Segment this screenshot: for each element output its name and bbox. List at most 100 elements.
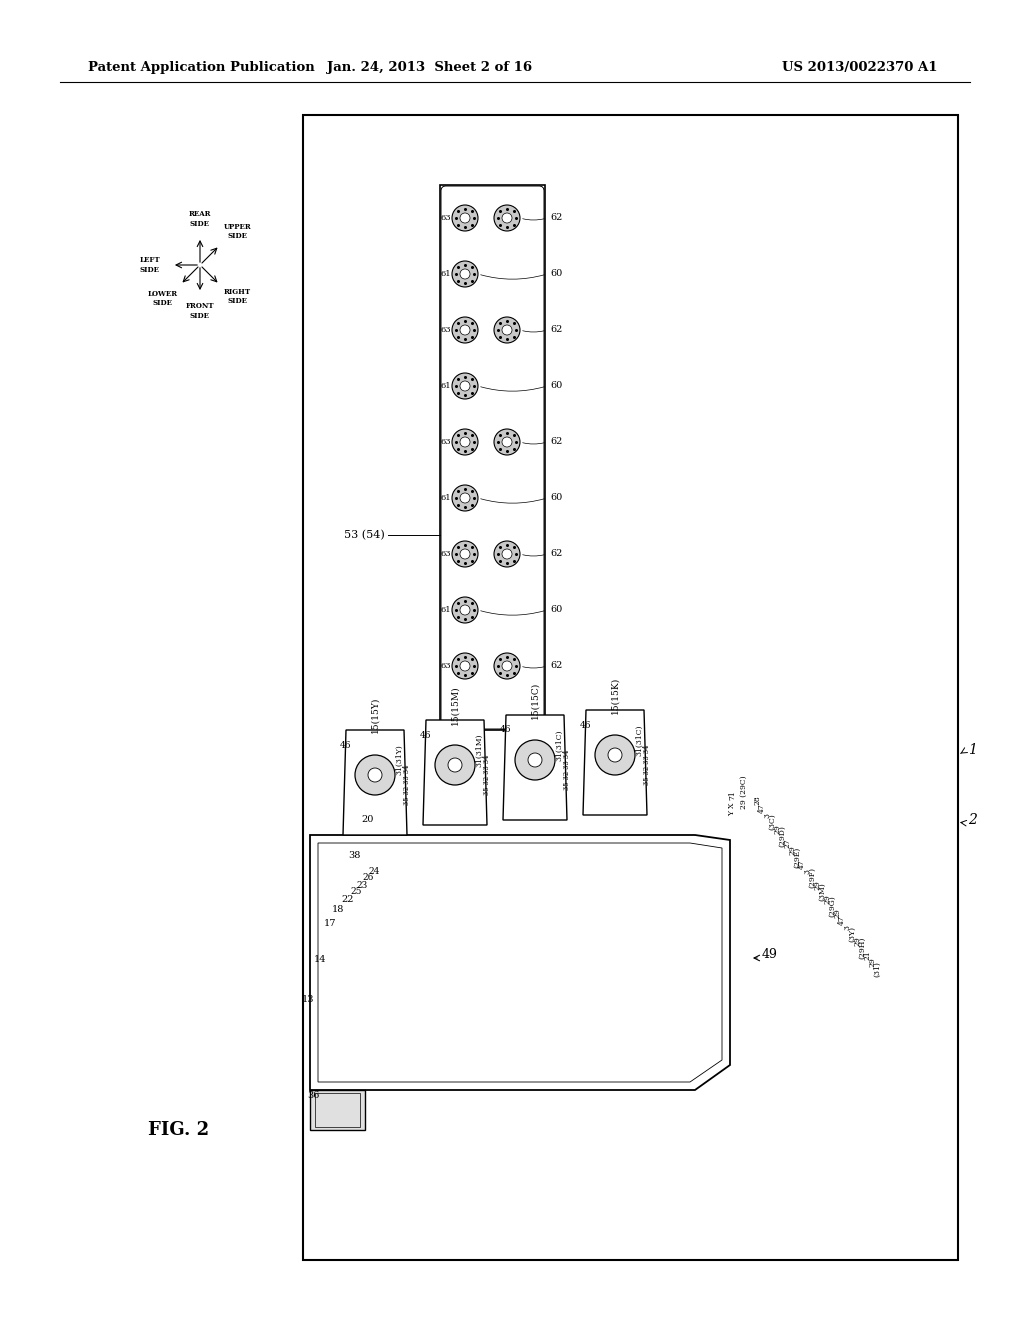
Text: 63: 63 bbox=[440, 438, 451, 446]
Text: 62: 62 bbox=[550, 549, 562, 558]
Text: 29: 29 bbox=[823, 894, 831, 904]
Text: 26: 26 bbox=[362, 874, 374, 883]
Text: Jan. 24, 2013  Sheet 2 of 16: Jan. 24, 2013 Sheet 2 of 16 bbox=[328, 62, 532, 74]
Polygon shape bbox=[503, 715, 567, 820]
Circle shape bbox=[494, 653, 520, 678]
Text: 60: 60 bbox=[550, 494, 562, 503]
Text: 61: 61 bbox=[440, 494, 451, 502]
Text: 29: 29 bbox=[853, 936, 861, 946]
Text: (29G): (29G) bbox=[828, 895, 836, 917]
Text: 3: 3 bbox=[803, 869, 811, 874]
Text: 15(15M): 15(15M) bbox=[451, 685, 460, 725]
Polygon shape bbox=[343, 730, 407, 836]
Text: 31(31M): 31(31M) bbox=[475, 733, 483, 767]
Text: 15(15Y): 15(15Y) bbox=[371, 697, 380, 733]
Text: 36: 36 bbox=[307, 1090, 319, 1100]
Text: 29 (29C): 29 (29C) bbox=[740, 775, 748, 809]
Text: 31(31C): 31(31C) bbox=[635, 725, 643, 756]
Text: 47: 47 bbox=[838, 915, 846, 925]
Text: 22: 22 bbox=[342, 895, 354, 904]
Text: 17: 17 bbox=[324, 919, 336, 928]
Text: (3C): (3C) bbox=[768, 813, 776, 830]
Text: 61: 61 bbox=[440, 381, 451, 389]
Polygon shape bbox=[423, 719, 487, 825]
Text: 2: 2 bbox=[968, 813, 977, 828]
Circle shape bbox=[494, 541, 520, 568]
Text: UPPER
SIDE: UPPER SIDE bbox=[223, 223, 252, 240]
Text: 27: 27 bbox=[783, 838, 791, 847]
Text: 38: 38 bbox=[348, 850, 360, 859]
Circle shape bbox=[460, 381, 470, 391]
Text: 60: 60 bbox=[550, 269, 562, 279]
Polygon shape bbox=[440, 185, 545, 730]
Text: 47: 47 bbox=[758, 803, 766, 813]
Circle shape bbox=[502, 325, 512, 335]
Text: 63: 63 bbox=[440, 326, 451, 334]
Polygon shape bbox=[310, 1090, 365, 1130]
Text: 13: 13 bbox=[302, 995, 314, 1005]
Circle shape bbox=[460, 549, 470, 558]
Text: 53 (54): 53 (54) bbox=[344, 529, 385, 540]
Circle shape bbox=[452, 597, 478, 623]
Text: 28: 28 bbox=[753, 795, 761, 805]
Text: 3: 3 bbox=[763, 813, 771, 817]
Text: (31): (31) bbox=[873, 961, 881, 977]
Text: 35 32 33 34: 35 32 33 34 bbox=[563, 750, 571, 791]
Text: US 2013/0022370 A1: US 2013/0022370 A1 bbox=[782, 62, 938, 74]
Text: 25: 25 bbox=[350, 887, 361, 896]
Polygon shape bbox=[583, 710, 647, 814]
Text: (29D): (29D) bbox=[778, 825, 786, 847]
Circle shape bbox=[460, 437, 470, 447]
Circle shape bbox=[502, 437, 512, 447]
Circle shape bbox=[460, 492, 470, 503]
Circle shape bbox=[452, 484, 478, 511]
Text: 61: 61 bbox=[440, 606, 451, 614]
Text: 62: 62 bbox=[550, 326, 562, 334]
Text: 31(31C): 31(31C) bbox=[555, 729, 563, 760]
Text: 29: 29 bbox=[773, 824, 781, 834]
Text: 29: 29 bbox=[868, 957, 876, 966]
Circle shape bbox=[452, 205, 478, 231]
Circle shape bbox=[515, 741, 555, 780]
Text: 46: 46 bbox=[580, 721, 591, 730]
Text: 61: 61 bbox=[440, 271, 451, 279]
Text: REAR
SIDE: REAR SIDE bbox=[188, 210, 211, 227]
Circle shape bbox=[460, 661, 470, 671]
Circle shape bbox=[452, 541, 478, 568]
Text: 60: 60 bbox=[550, 381, 562, 391]
Circle shape bbox=[460, 325, 470, 335]
Circle shape bbox=[368, 768, 382, 781]
Circle shape bbox=[435, 744, 475, 785]
Text: 15(15C): 15(15C) bbox=[530, 681, 540, 718]
Circle shape bbox=[460, 213, 470, 223]
Text: FRONT
SIDE: FRONT SIDE bbox=[185, 302, 214, 319]
Text: 1: 1 bbox=[968, 743, 977, 756]
Text: 47: 47 bbox=[798, 859, 806, 869]
Text: (3Y): (3Y) bbox=[848, 927, 856, 942]
Text: (29E): (29E) bbox=[793, 846, 801, 867]
Text: Patent Application Publication: Patent Application Publication bbox=[88, 62, 314, 74]
Circle shape bbox=[452, 653, 478, 678]
Circle shape bbox=[449, 758, 462, 772]
Text: (3M): (3M) bbox=[818, 883, 826, 902]
Polygon shape bbox=[310, 836, 730, 1090]
Circle shape bbox=[608, 748, 622, 762]
Text: FIG. 2: FIG. 2 bbox=[148, 1121, 209, 1139]
Text: (29H): (29H) bbox=[858, 937, 866, 960]
Circle shape bbox=[355, 755, 395, 795]
Text: 49: 49 bbox=[762, 949, 778, 961]
Text: 18: 18 bbox=[332, 906, 344, 915]
Circle shape bbox=[494, 429, 520, 455]
Text: 20: 20 bbox=[361, 816, 374, 825]
Circle shape bbox=[452, 374, 478, 399]
Text: 24: 24 bbox=[369, 866, 380, 875]
Circle shape bbox=[460, 605, 470, 615]
Text: RIGHT
SIDE: RIGHT SIDE bbox=[224, 288, 251, 305]
Text: 29: 29 bbox=[833, 908, 841, 917]
Text: 31(31Y): 31(31Y) bbox=[395, 744, 403, 775]
Text: 35 32 33 34: 35 32 33 34 bbox=[643, 744, 651, 785]
Text: X: X bbox=[728, 803, 736, 808]
Text: 29: 29 bbox=[788, 845, 796, 855]
Text: 15(15K): 15(15K) bbox=[610, 676, 620, 714]
Text: 63: 63 bbox=[440, 663, 451, 671]
